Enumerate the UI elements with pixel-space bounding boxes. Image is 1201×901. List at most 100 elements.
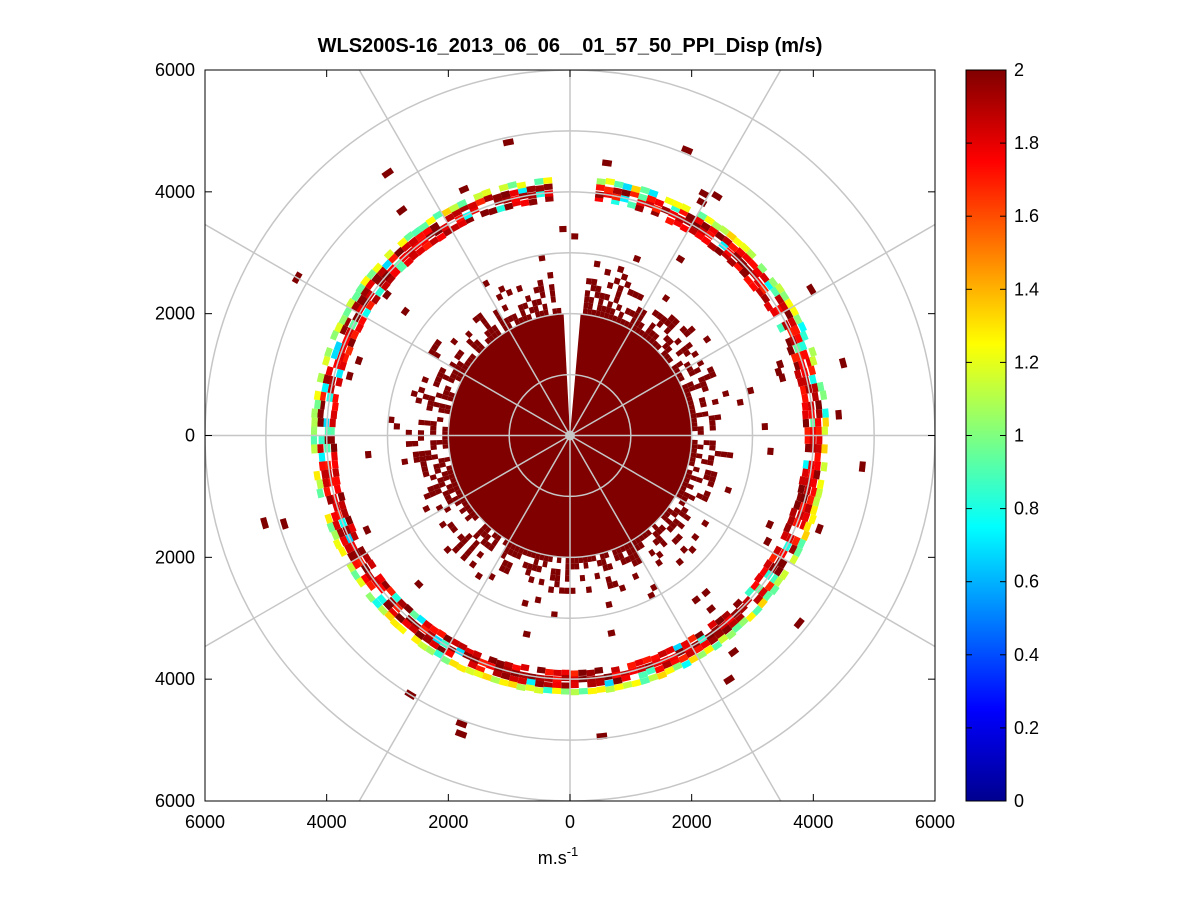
ring-cell (570, 670, 579, 677)
speckle-cell (606, 562, 614, 571)
speckle-cell (491, 324, 499, 333)
speckle-cell (503, 546, 511, 554)
stray-cell (858, 461, 866, 473)
speckle-cell (531, 299, 538, 307)
speckle-cell (483, 533, 492, 542)
ring-cell (507, 680, 518, 689)
ring-cell (393, 246, 405, 258)
speckle-cell (593, 260, 601, 268)
speckle-cell (468, 560, 478, 569)
speckle-cell (708, 415, 716, 421)
ring-cell (396, 624, 408, 635)
speckle-cell (570, 557, 575, 564)
ring-cell (780, 530, 790, 541)
speckle-cell (542, 303, 548, 311)
speckle-cell (687, 325, 696, 334)
ring-cell (760, 293, 771, 304)
speckle-cell (547, 586, 555, 594)
ring-cell (391, 592, 402, 603)
speckle-cell (521, 599, 529, 607)
ring-cell (626, 201, 637, 210)
x-tick-label: 4000 (793, 812, 833, 832)
ring-cell (325, 365, 334, 376)
speckle-cell (689, 452, 697, 458)
speckle-cell (456, 533, 465, 542)
ring-cell (345, 297, 356, 309)
ring-cell (317, 417, 324, 427)
speckle-cell (439, 462, 447, 468)
ring-cell (783, 308, 794, 320)
ring-cell (350, 559, 361, 570)
speckle-cell (464, 330, 473, 339)
ring-cell (331, 459, 339, 469)
stray-cell (400, 306, 410, 317)
ring-cell (672, 642, 683, 652)
ring-cell (387, 253, 399, 264)
ring-cell (821, 444, 828, 454)
speckle-cell (587, 302, 594, 310)
speckle-cell (515, 284, 524, 293)
ring-cell (384, 610, 395, 622)
ring-cell (630, 185, 642, 194)
ring-cell (483, 193, 494, 203)
ring-cell (812, 496, 821, 507)
ring-cell (316, 372, 325, 383)
speckle-cell (522, 548, 529, 556)
speckle-cell (695, 476, 704, 484)
speckle-cell (536, 565, 543, 573)
speckle-cell (656, 535, 664, 543)
y-tick-label: 0 (185, 426, 195, 446)
speckle-cell (533, 286, 540, 294)
speckle-cell (709, 445, 716, 451)
ring-cell (811, 382, 819, 393)
ring-cell (637, 193, 648, 202)
ring-cell (403, 231, 415, 242)
ring-cell (335, 377, 344, 387)
speckle-cell (472, 315, 481, 324)
speckle-cell (680, 345, 689, 354)
speckle-cell (707, 480, 715, 488)
ring-cell (533, 686, 544, 694)
speckle-cell (664, 517, 673, 526)
speckle-cell (714, 450, 722, 457)
ring-cell (769, 584, 780, 596)
ring-cell (809, 355, 818, 367)
ring-cell (605, 177, 616, 186)
ring-cell (328, 435, 335, 444)
ring-cell (552, 682, 562, 689)
ring-cell (759, 272, 770, 284)
speckle-cell (460, 553, 469, 562)
speckle-cell (515, 552, 523, 560)
speckle-cell (624, 307, 632, 316)
ring-cell (365, 591, 376, 603)
ring-cell (779, 569, 790, 581)
stray-cell (774, 367, 783, 377)
speckle-cell (591, 278, 598, 286)
ring-cell (526, 185, 536, 193)
speckle-cell (547, 555, 554, 563)
speckle-cell (701, 411, 709, 417)
speckle-cell (501, 559, 509, 567)
ring-cell (731, 622, 743, 634)
ring-cell (822, 408, 829, 418)
ring-cell (714, 615, 725, 626)
speckle-cell (564, 575, 570, 582)
speckle-cell (443, 545, 452, 554)
speckle-cell (417, 430, 425, 436)
ring-cell (464, 666, 476, 676)
ring-cell (631, 679, 642, 688)
ring-cell (500, 671, 511, 681)
speckle-cell (688, 494, 696, 502)
speckle-cell (701, 519, 710, 528)
ring-cell (808, 374, 817, 385)
speckle-cell (711, 398, 719, 406)
speckle-cell (688, 385, 696, 392)
colorbar-tick-label: 0 (1014, 791, 1024, 811)
speckle-cell (604, 268, 612, 276)
speckle-cell (662, 334, 671, 343)
ring-cell (745, 611, 757, 623)
speckle-cell (554, 574, 561, 582)
ring-cell (350, 569, 361, 581)
speckle-cell (629, 317, 637, 325)
speckle-cell (522, 302, 529, 310)
